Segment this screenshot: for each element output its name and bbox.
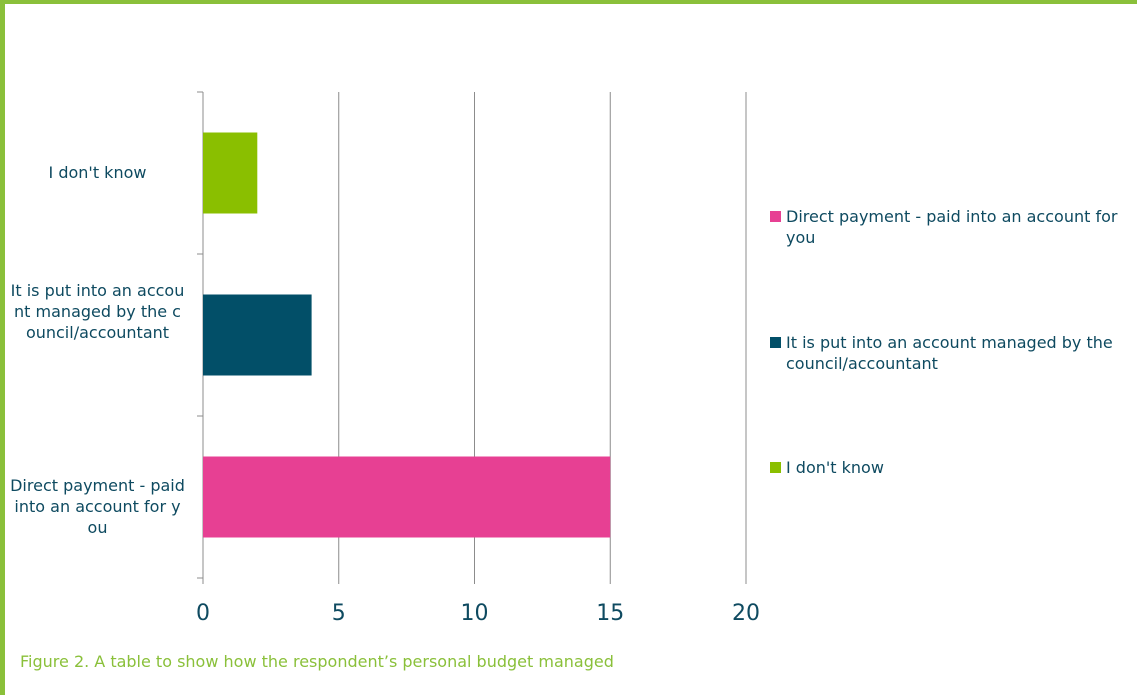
figure-caption: Figure 2. A table to show how the respon… xyxy=(20,652,614,671)
bar-0 xyxy=(203,132,258,214)
legend-item-council-account: It is put into an account managed by the… xyxy=(770,332,1137,374)
x-tick-label-0: 0 xyxy=(196,601,210,626)
x-tick-label-20: 20 xyxy=(732,601,760,626)
legend-swatch-pink xyxy=(770,211,781,222)
x-tick-label-5: 5 xyxy=(332,601,346,626)
category-label-2: Direct payment - paid into an account fo… xyxy=(10,476,185,537)
legend-label: I don't know xyxy=(786,458,884,477)
legend-label: Direct payment - paid into an account fo… xyxy=(786,207,1118,247)
category-label-1: It is put into an account managed by the… xyxy=(10,281,185,342)
x-tick-label-10: 10 xyxy=(461,601,489,626)
category-label-0: I don't know xyxy=(48,163,147,182)
bar-1 xyxy=(203,294,312,376)
legend-swatch-green xyxy=(770,462,781,473)
x-tick-label-15: 15 xyxy=(596,601,624,626)
legend-swatch-teal xyxy=(770,337,781,348)
legend-label: It is put into an account managed by the… xyxy=(786,333,1113,373)
bar-2 xyxy=(203,456,611,538)
legend-item-direct-payment: Direct payment - paid into an account fo… xyxy=(770,206,1137,248)
legend-item-dont-know: I don't know xyxy=(770,457,1137,478)
